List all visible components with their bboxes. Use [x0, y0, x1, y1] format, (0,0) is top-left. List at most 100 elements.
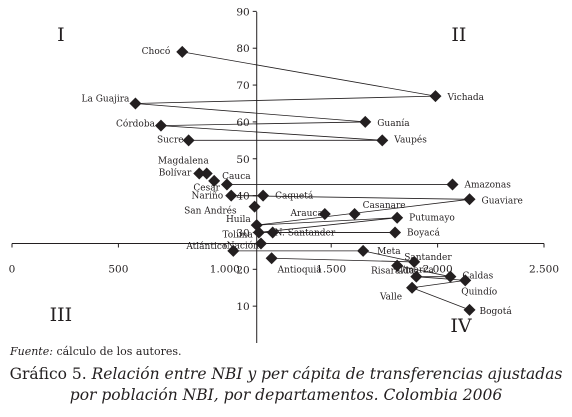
connector-cordoba-guania [160, 121, 366, 126]
point-label-san-andres: San Andrés [184, 206, 237, 217]
point-label-putumayo: Putumayo [409, 214, 455, 224]
y-tick-label-80: 80 [236, 43, 249, 55]
point-label-arauca: Arauca [289, 209, 323, 219]
y-tick-label-90: 90 [236, 6, 249, 18]
point-label-boyaca: Boyacá [407, 227, 441, 238]
point-label-santander: Santander [404, 253, 452, 263]
point-atlantico [227, 244, 240, 257]
figure-caption: Gráfico 5. Relación entre NBI y per cápi… [0, 364, 572, 406]
point-label-c-marca: C/marca [395, 266, 434, 276]
point-guania [359, 115, 372, 128]
connector-choco-vichada [182, 51, 436, 97]
quadrant-label-i: I [57, 24, 65, 46]
y-tick-label-50: 50 [236, 154, 249, 166]
source-note: Fuente: cálculo de los autores. [10, 345, 182, 358]
point-cordoba [154, 119, 167, 132]
y-tick-label-40: 40 [236, 191, 249, 203]
point-label-tolima: Tolima [222, 230, 253, 240]
point-cauca [208, 174, 221, 187]
x-tick-label-2-500: 2.500 [529, 264, 559, 276]
point-label-cesar: Cesar [193, 184, 220, 194]
point-label-sucre: Sucre [157, 135, 184, 145]
connector-la-guajira-vichada [135, 95, 436, 104]
point-label-antioquia: Antioquia [277, 265, 323, 275]
point-label-amazonas: Amazonas [463, 181, 511, 191]
point-label-bogota: Bogotá [480, 306, 513, 317]
point-label-atlantico: Atlántico [185, 241, 227, 252]
x-tick-label-0: 0 [9, 264, 16, 276]
point-label-bolivar: Bolívar [159, 168, 192, 179]
point-label-casanare: Casanare [363, 201, 406, 211]
connector-cordoba-vaupes [160, 125, 383, 141]
point-casanare [348, 208, 361, 221]
point-label-meta: Meta [377, 247, 401, 257]
point-sucre [182, 134, 195, 147]
point-label-guania: Guanía [377, 118, 410, 129]
point-meta [357, 244, 370, 257]
source-label: Fuente: [10, 345, 53, 358]
point-label-quindio: Quindío [461, 286, 497, 297]
point-tolima [252, 226, 265, 239]
connector-huila-putumayo [256, 217, 398, 226]
caption-prefix: Gráfico 5. [9, 365, 87, 383]
connector-antioquia-santander [271, 257, 415, 263]
point-la-guajira [129, 97, 142, 110]
point-label-caldas: Caldas [462, 272, 493, 282]
point-putumayo [391, 211, 404, 224]
point-arauca [318, 208, 331, 221]
point-label-cordoba: Córdoba [116, 119, 156, 130]
point-magdalena [200, 167, 213, 180]
connector-la-guajira-guania [135, 103, 366, 123]
point-caqueta [257, 189, 270, 202]
point-label-vaupes: Vaupés [393, 134, 427, 145]
point-label-nacion: Nación [227, 241, 260, 252]
connector-valle-quindio [412, 279, 466, 289]
quadrant-label-ii: II [451, 24, 466, 46]
point-vaupes [376, 134, 389, 147]
point-nacion [254, 237, 267, 250]
point-n-santander [266, 226, 279, 239]
point-label-huila: Huila [226, 215, 251, 225]
connector-tolima-putumayo [258, 217, 398, 233]
point-c-marca [391, 259, 404, 272]
point-vichada [429, 90, 442, 103]
connector-narino-guaviare [231, 195, 470, 200]
connector-valle-bogota [411, 287, 470, 311]
y-tick-label-70: 70 [236, 80, 249, 92]
point-label-la-guajira: La Guajira [82, 94, 131, 104]
point-label-n-santander: N. Santander [275, 228, 336, 238]
scatter-chart: 0 500 1.000 1.500 2.000 2.5001020304050607080… [9, 6, 559, 343]
point-label-guaviare: Guaviare [482, 196, 523, 206]
point-narino [225, 189, 238, 202]
caption-line-1: Gráfico 5. Relación entre NBI y per cápi… [0, 364, 572, 385]
point-label-magdalena: Magdalena [158, 157, 209, 167]
point-label-choco: Chocó [142, 46, 171, 57]
point-bogota [463, 303, 476, 316]
point-label-vichada: Vichada [446, 93, 484, 103]
point-san-andres [248, 200, 261, 213]
y-tick-label-30: 30 [236, 227, 249, 239]
caption-title-line-1: Relación entre NBI y per cápita de trans… [91, 365, 563, 383]
point-santander [408, 255, 421, 268]
point-guaviare [463, 193, 476, 206]
point-choco [176, 45, 189, 58]
y-tick-label-20: 20 [236, 264, 249, 276]
quadrant-label-iv: IV [450, 315, 472, 337]
point-risaralda [410, 270, 423, 283]
y-tick-label-10: 10 [236, 301, 249, 313]
x-tick-label-1-000: 1.000 [210, 264, 240, 276]
point-label-valle: Valle [379, 293, 402, 303]
point-boyaca [389, 226, 402, 239]
point-amazonas [446, 178, 459, 191]
connector-meta-santander [363, 250, 415, 263]
point-quindio [459, 274, 472, 287]
point-antioquia [265, 252, 278, 265]
point-cesar [220, 178, 233, 191]
point-label-caqueta: Caquetá [275, 191, 314, 202]
point-bolivar [193, 167, 206, 180]
connector-c-marca-caldas [397, 265, 451, 278]
point-valle [406, 281, 419, 294]
point-label-risaralda: Risaralda [371, 267, 415, 277]
connector-risaralda-quindio [416, 276, 466, 281]
point-label-cauca: Cauca [222, 172, 251, 182]
